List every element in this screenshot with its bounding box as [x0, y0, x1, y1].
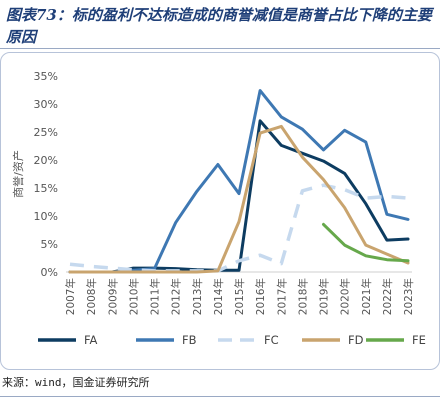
- series-line-fb: [68, 89, 410, 274]
- x-tick-label: 2018年: [296, 278, 309, 315]
- legend-label-fe: FE: [412, 333, 426, 347]
- y-tick-label: 0%: [41, 266, 58, 279]
- y-tick-label: 30%: [34, 98, 58, 111]
- chart-legend: FA FB FC FD FE: [38, 333, 426, 347]
- source-note: 来源：wind，国金证券研究所: [2, 376, 150, 389]
- x-tick-label: 2022年: [381, 278, 394, 315]
- footer-divider: [0, 396, 440, 397]
- x-tick-label: 2023年: [402, 278, 415, 315]
- legend-label-fa: FA: [84, 333, 98, 347]
- legend-label-fd: FD: [348, 333, 364, 347]
- y-tick-label: 15%: [34, 182, 58, 195]
- x-tick-label: 2020年: [339, 278, 352, 315]
- x-tick-label: 2012年: [170, 278, 183, 315]
- x-tick-label: 2009年: [106, 278, 119, 315]
- title-divider: [0, 48, 440, 49]
- line-chart: 商誉/资产 0% 5% 10% 15% 20% 25% 30% 35% 2007年 2008年 200…: [11, 70, 426, 347]
- legend-label-fc: FC: [264, 333, 279, 347]
- x-tick-label: 2016年: [254, 278, 267, 315]
- chart-title: 图表73：标的盈利不达标造成的商誉减值是商誉占比下降的主要原因: [6, 6, 432, 46]
- x-tick-label: 2013年: [191, 278, 204, 315]
- x-tick-label: 2015年: [233, 278, 246, 315]
- x-tick-label: 2019年: [318, 278, 331, 315]
- chart-series: [68, 89, 410, 274]
- x-tick-label: 2011年: [149, 278, 162, 315]
- y-axis-label: 商誉/资产: [11, 150, 25, 198]
- x-tick-label: 2007年: [64, 278, 77, 315]
- y-tick-label: 10%: [34, 210, 58, 223]
- series-line-fd: [68, 124, 410, 274]
- y-tick-label: 5%: [41, 238, 58, 251]
- x-tick-label: 2008年: [85, 278, 98, 315]
- legend-label-fb: FB: [182, 333, 197, 347]
- y-tick-label: 25%: [34, 126, 58, 139]
- y-tick-label: 35%: [34, 70, 58, 83]
- y-tick-label: 20%: [34, 154, 58, 167]
- x-tick-label: 2010年: [127, 278, 140, 315]
- x-tick-label: 2017年: [275, 278, 288, 315]
- x-tick-label: 2021年: [360, 278, 373, 315]
- series-line-fe: [322, 222, 410, 263]
- series-line-fc: [69, 183, 409, 273]
- chart-axes: 商誉/资产 0% 5% 10% 15% 20% 25% 30% 35% 2007年 2008年 200…: [11, 70, 415, 315]
- x-tick-label: 2014年: [212, 278, 225, 315]
